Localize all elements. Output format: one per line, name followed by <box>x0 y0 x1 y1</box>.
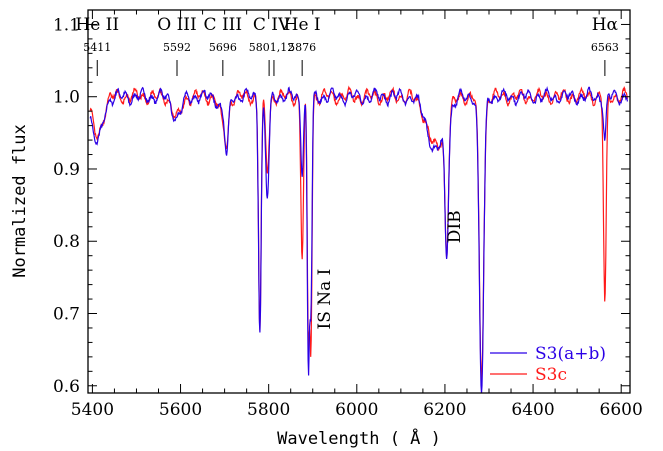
line-id-ion: He I <box>284 15 321 35</box>
line-id-ion: C III <box>204 15 243 35</box>
line-identifications: He II 5411 O III 5592 C III 5696 C IV 5801,12 He… <box>75 15 619 76</box>
x-tick-label: 5400 <box>71 400 114 420</box>
ticks-layer <box>88 9 630 393</box>
y-tick-label: 0.9 <box>53 160 80 180</box>
y-axis-title: Normalized flux <box>10 124 30 278</box>
legend-label-s3c: S3c <box>535 365 567 385</box>
x-axis-title: Wavelength ( Å ) <box>277 427 441 449</box>
y-tick-label: 0.6 <box>53 377 80 397</box>
plot-frame <box>87 9 631 394</box>
y-tick-label: 0.8 <box>53 232 80 252</box>
legend-label-s3ab: S3(a+b) <box>535 344 606 364</box>
line-id-wavelength: 5592 <box>163 41 191 54</box>
series-line-s3c <box>89 85 628 383</box>
line-id-ion: O III <box>157 15 197 35</box>
y-tick-label: 1.1 <box>53 15 80 35</box>
series-layer <box>89 85 628 393</box>
line-id-ion: C IV <box>253 15 291 35</box>
annotations: IS Na I DIB <box>315 210 465 329</box>
x-tick-label: 6400 <box>511 400 554 420</box>
tick-labels: 5400 5600 5800 6000 6200 6400 6600 0.6 0.7 0.8 0.9… <box>53 15 643 420</box>
series-line-s3ab <box>89 85 628 393</box>
line-id-wavelength: 6563 <box>591 41 619 54</box>
y-tick-label: 1.0 <box>53 88 80 108</box>
line-id-ion: He II <box>75 15 119 35</box>
y-tick-label: 0.7 <box>53 305 80 325</box>
line-id-ion: Hα <box>592 15 619 35</box>
x-tick-label: 5600 <box>159 400 202 420</box>
x-tick-label: 6600 <box>600 400 643 420</box>
annotation-label: DIB <box>445 210 465 243</box>
line-id-wavelength: 5876 <box>288 41 316 54</box>
line-id-wavelength: 5801,12 <box>249 41 295 54</box>
legend: S3(a+b) S3c <box>490 344 606 385</box>
line-id-wavelength: 5411 <box>83 41 111 54</box>
annotation-label: IS Na I <box>315 269 335 330</box>
line-id-wavelength: 5696 <box>209 41 237 54</box>
x-tick-label: 5800 <box>247 400 290 420</box>
x-tick-label: 6000 <box>335 400 378 420</box>
x-tick-label: 6200 <box>423 400 466 420</box>
